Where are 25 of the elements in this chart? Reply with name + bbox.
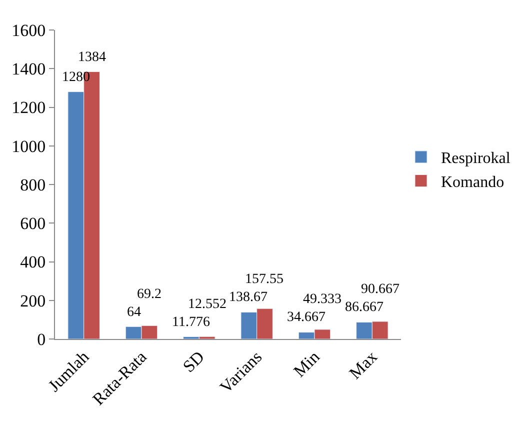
y-tick-label: 200 [20, 291, 46, 310]
y-tick-label: 1400 [12, 60, 46, 79]
y-tick-label: 600 [20, 214, 46, 234]
y-tick-label: 1000 [12, 136, 46, 156]
data-label: 11.776 [172, 315, 210, 330]
legend-label: Respirokal [441, 150, 511, 168]
data-label: 138.67 [229, 290, 268, 305]
data-label: 34.667 [287, 310, 326, 325]
x-tick-label: Max [346, 346, 382, 383]
data-label: 64 [127, 305, 141, 320]
x-tick-label: SD [179, 347, 208, 376]
y-tick-label: 1600 [12, 20, 46, 40]
data-label: 86.667 [345, 300, 384, 315]
data-label: 90.667 [361, 282, 400, 297]
data-label: 49.333 [303, 292, 342, 307]
data-label: 1384 [78, 50, 106, 65]
y-tick-label: 400 [20, 252, 46, 272]
y-tick-label: 800 [20, 175, 46, 194]
data-label: 69.2 [137, 287, 162, 302]
legend-label: Komando [441, 174, 504, 191]
y-tick-label: 1200 [12, 98, 46, 118]
data-label: 12.552 [188, 297, 226, 312]
y-tick-label: 0 [37, 330, 46, 349]
data-label: 157.55 [245, 272, 284, 287]
x-tick-label: Min [290, 346, 324, 381]
